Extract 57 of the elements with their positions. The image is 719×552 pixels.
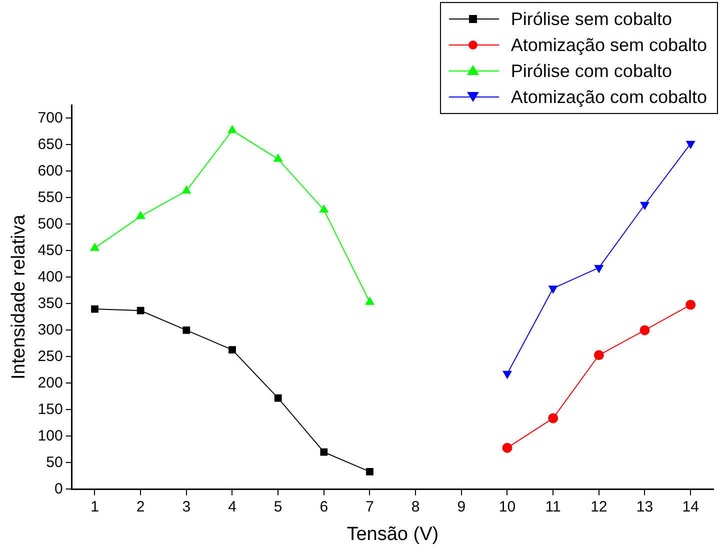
point [136, 306, 144, 314]
y-tick-label: 0 [54, 480, 63, 498]
x-tick-label: 9 [457, 498, 466, 516]
x-tick-label: 6 [320, 498, 328, 516]
y-tick-label: 150 [38, 400, 63, 418]
point [182, 326, 190, 334]
x-tick-label: 8 [411, 498, 420, 516]
point [686, 300, 696, 310]
point [594, 350, 604, 360]
legend-label: Pirólise sem cobalto [510, 8, 672, 30]
point [548, 413, 558, 424]
y-axis-title: Intensidade relativa [8, 214, 30, 380]
point [366, 468, 374, 476]
legend-label: Atomização com cobalto [510, 86, 707, 108]
x-tick-label: 7 [366, 498, 374, 516]
point [640, 325, 650, 336]
y-tick-label: 500 [38, 215, 63, 232]
point [320, 204, 328, 213]
point [320, 448, 328, 456]
x-tick-label: 4 [228, 498, 236, 516]
y-tick-label: 600 [38, 162, 63, 180]
point [502, 370, 512, 379]
point [274, 154, 282, 162]
x-tick-label: 10 [498, 498, 516, 516]
x-tick-label: 14 [682, 498, 699, 516]
point [228, 346, 236, 354]
point [182, 186, 191, 194]
point [136, 211, 145, 220]
legend-label: Pirólise com cobalto [510, 60, 672, 82]
x-axis-title: Tensão (V) [346, 524, 439, 545]
x-tick-label: 13 [636, 498, 654, 516]
point [502, 442, 512, 453]
point [90, 243, 100, 251]
point [548, 286, 558, 294]
point [365, 297, 374, 305]
legend-label: Atomização sem cobalto [510, 34, 707, 56]
y-tick-label: 50 [46, 454, 63, 471]
point [228, 125, 237, 134]
y-tick-label: 200 [38, 374, 63, 392]
x-tick-label: 5 [274, 498, 282, 516]
point [274, 394, 282, 402]
y-tick-label: 350 [38, 294, 63, 312]
x-tick-label: 12 [590, 498, 608, 516]
x-tick-label: 3 [182, 498, 191, 516]
y-tick-label: 650 [38, 136, 63, 153]
y-tick-label: 700 [38, 109, 63, 126]
x-tick-label: 1 [90, 498, 99, 516]
y-tick-label: 300 [38, 321, 63, 338]
y-tick-label: 450 [38, 242, 63, 259]
y-tick-label: 550 [38, 188, 63, 206]
x-tick-label: 11 [545, 498, 561, 516]
y-tick-label: 400 [38, 268, 63, 286]
y-tick-label: 250 [38, 348, 63, 365]
y-tick-label: 100 [38, 427, 63, 444]
x-tick-label: 2 [136, 498, 145, 516]
point [594, 264, 604, 273]
point [91, 305, 98, 313]
